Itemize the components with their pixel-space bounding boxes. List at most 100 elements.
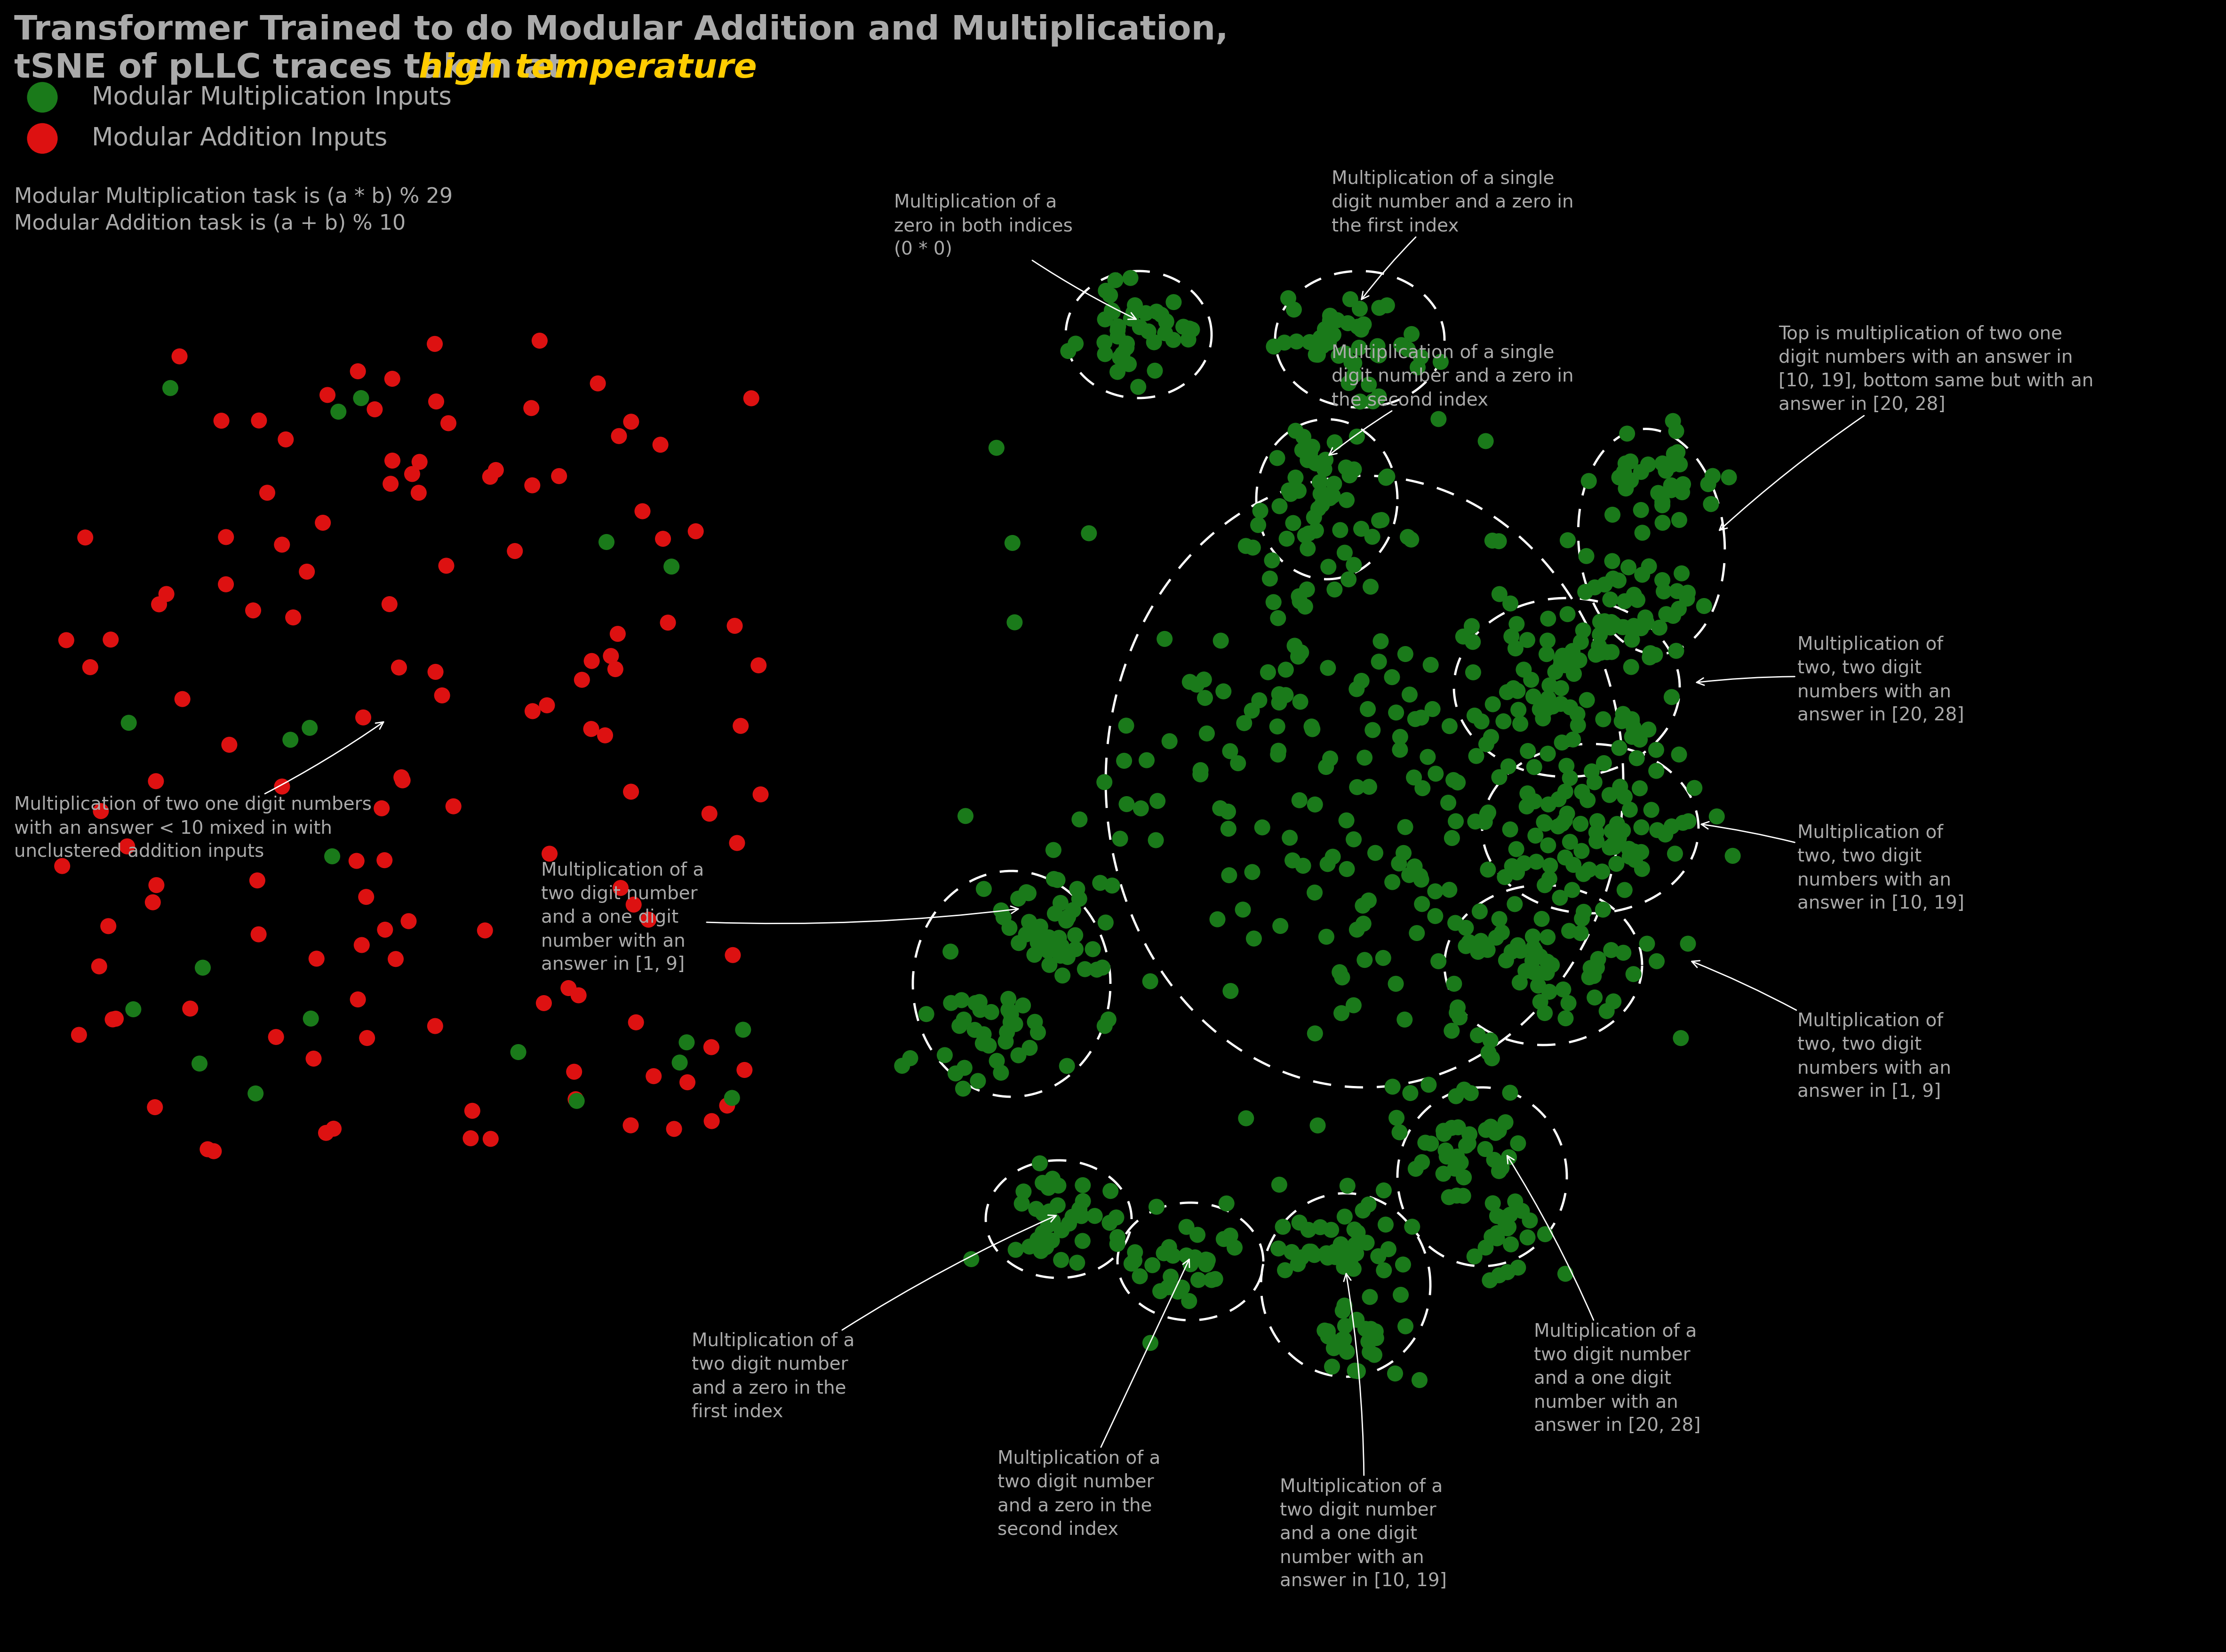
Point (1509, 626, 1545, 653)
Point (1235, 925, 1271, 952)
Point (1316, 322, 1351, 349)
Point (1487, 1206, 1523, 1232)
Point (91, 914, 127, 940)
Point (1431, 714, 1467, 740)
Point (1438, 999, 1474, 1026)
Point (1300, 496, 1336, 522)
Point (1278, 633, 1313, 659)
Point (1140, 299, 1175, 325)
Point (1316, 1335, 1351, 1361)
Point (1178, 1244, 1213, 1270)
Point (1445, 1183, 1480, 1209)
Point (1044, 1218, 1080, 1244)
Point (1260, 444, 1296, 471)
Point (203, 408, 238, 434)
Point (995, 530, 1031, 557)
Point (966, 876, 1002, 902)
Point (1712, 464, 1747, 491)
Point (1369, 464, 1405, 491)
Point (1044, 933, 1080, 960)
Point (1393, 320, 1429, 347)
Point (1623, 814, 1658, 841)
Point (550, 975, 585, 1001)
Point (454, 1097, 490, 1123)
Point (1382, 1282, 1418, 1308)
Text: Multiplication of a
two digit number
and a one digit
number with an
answer in [2: Multiplication of a two digit number and… (1507, 1156, 1701, 1434)
Point (1483, 763, 1518, 790)
Point (1509, 793, 1545, 819)
Point (1013, 1034, 1048, 1061)
Text: Multiplication of a
two digit number
and a one digit
number with an
answer in [1: Multiplication of a two digit number and… (541, 862, 1017, 973)
Point (1438, 808, 1474, 834)
Point (1122, 314, 1158, 340)
Point (1218, 1234, 1253, 1260)
Point (1469, 730, 1505, 757)
Point (1124, 795, 1160, 821)
Point (1594, 610, 1629, 636)
Point (1516, 788, 1552, 814)
Point (109, 833, 145, 859)
Point (1293, 439, 1329, 466)
Point (1182, 762, 1218, 788)
Point (1449, 915, 1485, 942)
Point (1552, 694, 1587, 720)
Point (60, 1021, 96, 1047)
Text: Modular Addition Inputs: Modular Addition Inputs (91, 126, 387, 150)
Point (1351, 773, 1387, 800)
Point (1529, 960, 1565, 986)
Point (24, 126, 60, 152)
Point (1171, 1289, 1206, 1315)
Point (1345, 317, 1380, 344)
Point (1587, 608, 1623, 634)
Point (307, 1120, 343, 1146)
Point (349, 1024, 385, 1051)
Point (343, 385, 378, 411)
Point (1503, 938, 1538, 965)
Point (1491, 1201, 1527, 1227)
Point (637, 1062, 672, 1089)
Point (1146, 320, 1182, 347)
Point (592, 643, 628, 669)
Point (1271, 477, 1307, 504)
Point (1645, 492, 1681, 519)
Point (1434, 824, 1469, 851)
Point (1347, 745, 1382, 771)
Point (1151, 1274, 1186, 1300)
Point (1605, 709, 1641, 735)
Point (1369, 463, 1405, 489)
Point (1609, 471, 1645, 497)
Point (1035, 866, 1071, 892)
Point (1629, 930, 1665, 957)
Point (1402, 862, 1438, 889)
Point (979, 1047, 1015, 1074)
Point (1057, 937, 1093, 963)
Point (1583, 608, 1618, 634)
Point (1382, 1118, 1418, 1145)
Point (1469, 801, 1505, 828)
Point (1213, 738, 1249, 765)
Point (1153, 1264, 1189, 1290)
Point (1318, 1239, 1353, 1265)
Point (1307, 456, 1342, 482)
Point (1523, 695, 1558, 722)
Point (1360, 649, 1396, 676)
Point (296, 1046, 332, 1072)
Point (1416, 695, 1451, 722)
Point (1002, 930, 1037, 957)
Point (1494, 590, 1529, 616)
Point (1031, 1175, 1066, 1201)
Point (1353, 524, 1389, 550)
Point (1398, 1156, 1434, 1183)
Point (1393, 1214, 1429, 1241)
Point (1031, 938, 1066, 965)
Point (1358, 1318, 1393, 1345)
Point (1327, 540, 1362, 567)
Point (1385, 1251, 1420, 1277)
Point (1278, 464, 1313, 491)
Point (1529, 740, 1565, 767)
Point (1173, 1251, 1209, 1277)
Point (1498, 1188, 1534, 1214)
Point (1614, 705, 1649, 732)
Point (588, 529, 623, 555)
Point (1313, 1353, 1349, 1379)
